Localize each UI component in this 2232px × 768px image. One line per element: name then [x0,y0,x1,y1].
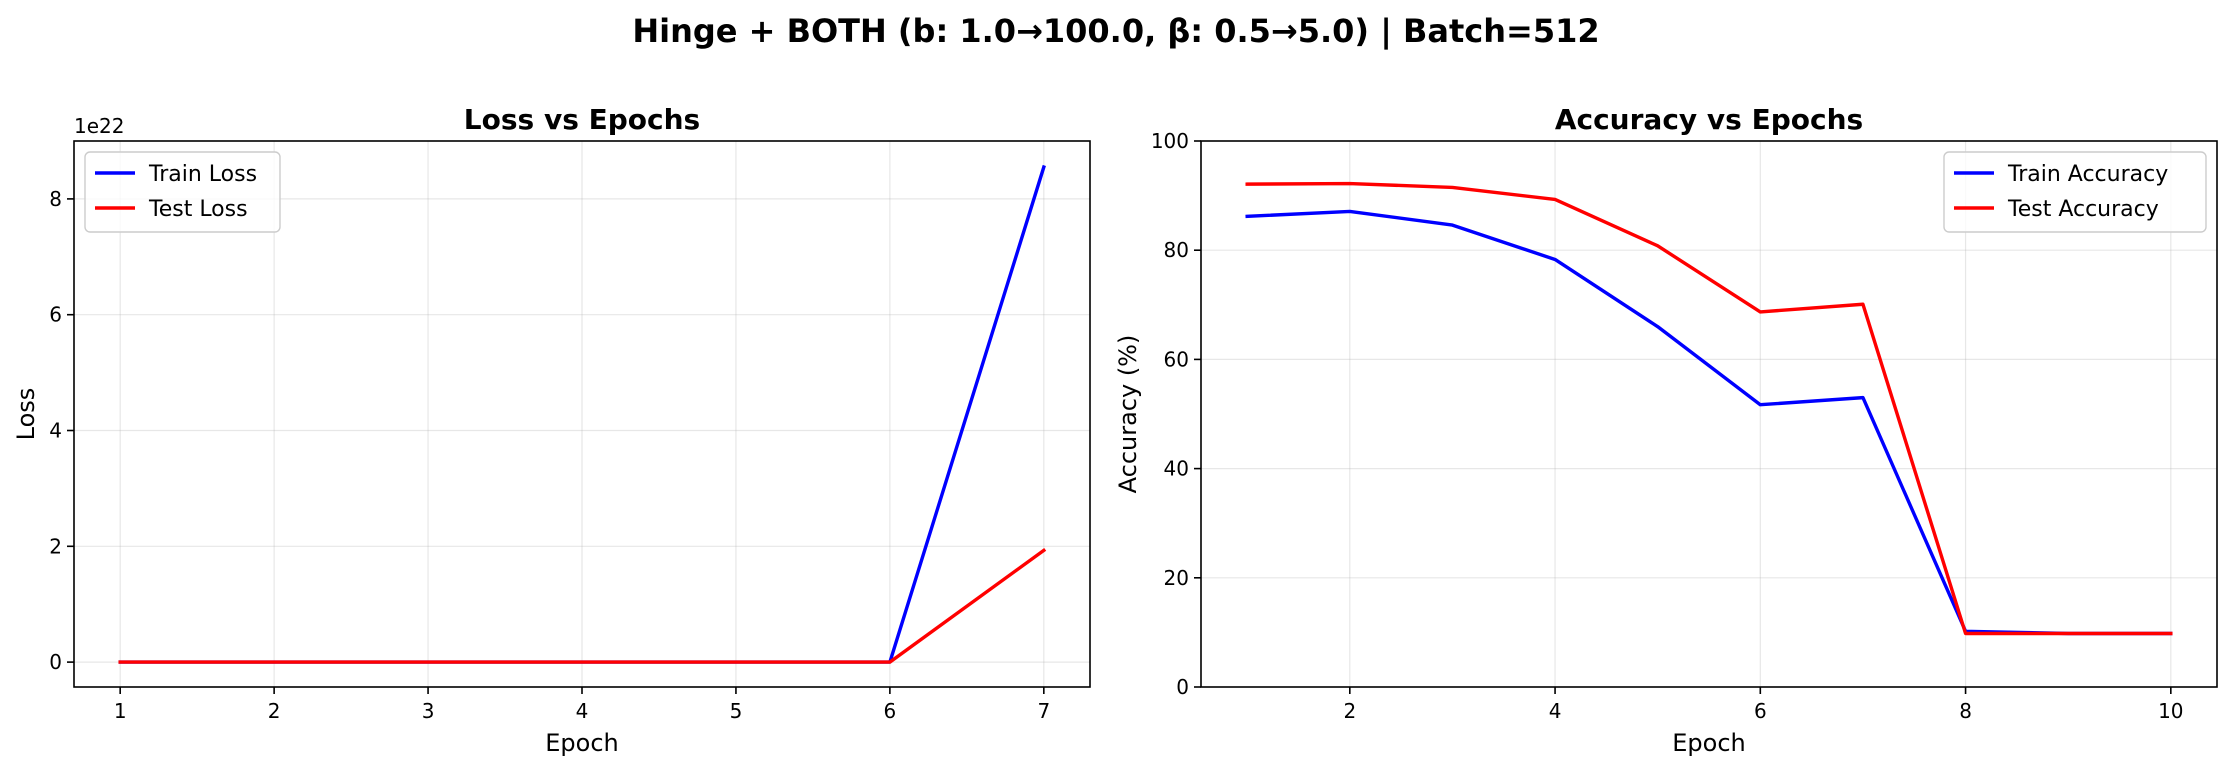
x-tick-label: 2 [268,699,281,723]
legend: Train Loss Test Loss [84,151,281,233]
y-tick-label: 0 [1176,675,1189,699]
series-line-test-accuracy [1245,181,2173,636]
series-line-test-loss [118,547,1047,664]
x-tick-label: 4 [576,699,589,723]
x-tick-label: 6 [884,699,897,723]
y-tick-label: 20 [1164,566,1189,590]
legend-entry-train-loss: Train Loss [148,162,257,187]
x-axis-label: Epoch [545,729,619,757]
y-tick-label: 40 [1164,457,1189,481]
x-tick-label: 4 [1549,699,1562,723]
y-tick-label: 60 [1164,347,1189,371]
figure-title: Hinge + BOTH (b: 1.0→100.0, β: 0.5→5.0) … [632,12,1599,51]
legend-box [1943,151,2207,233]
legend-entry-train-accuracy: Train Accuracy [2007,162,2168,187]
legend: Train Accuracy Test Accuracy [1943,151,2207,233]
y-tick-label: 100 [1151,129,1189,153]
x-tick-label: 2 [1343,699,1356,723]
x-tick-label: 5 [730,699,743,723]
x-tick-label: 1 [114,699,127,723]
y-offset-label: 1e22 [74,114,124,138]
x-tick-label: 8 [1959,699,1972,723]
y-axis-label: Loss [12,388,40,441]
legend-entry-test-accuracy: Test Accuracy [2007,197,2159,222]
x-tick-label: 10 [2158,699,2183,723]
x-tick-label: 3 [422,699,435,723]
legend-entry-test-loss: Test Loss [148,197,248,222]
x-tick-label: 7 [1037,699,1050,723]
x-axis-label: Epoch [1672,729,1746,757]
y-tick-label: 8 [49,187,62,211]
chart-title: Loss vs Epochs [464,103,700,136]
y-tick-label: 80 [1164,238,1189,262]
y-tick-label: 2 [49,534,62,558]
y-tick-label: 6 [49,303,62,327]
x-tick-label: 6 [1754,699,1767,723]
axes-frame [1200,140,2218,688]
y-axis-label: Accuracy (%) [1114,335,1142,494]
loss-chart: 1 2 3 4 5 6 7 0 2 4 6 8 1e22 Loss vs Epochs Epoch Loss T… [12,103,1091,757]
y-tick-label: 0 [49,650,62,674]
y-tick-label: 4 [49,419,62,443]
chart-title: Accuracy vs Epochs [1555,103,1863,136]
